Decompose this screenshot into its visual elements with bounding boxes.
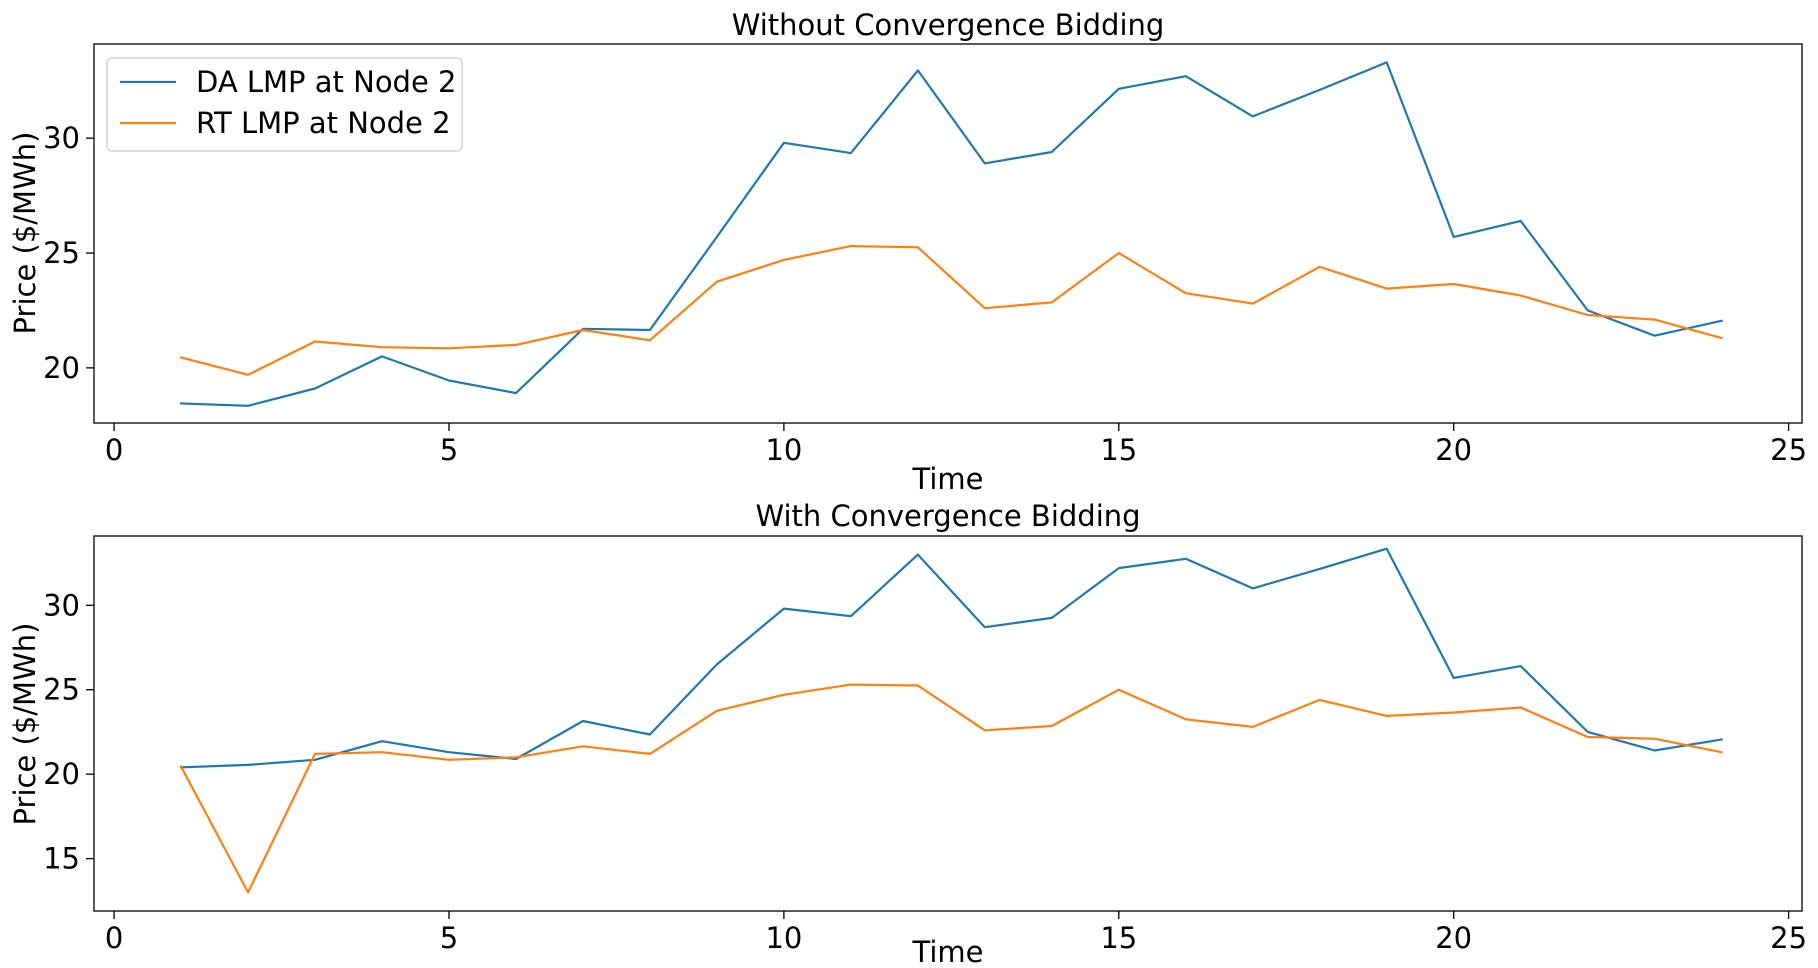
x-tick-label: 15 <box>1100 433 1137 467</box>
chart-with-convergence-bidding: With Convergence Bidding 0 5 10 15 20 25 15 20… <box>8 499 1807 968</box>
x-tick-label: 10 <box>765 921 802 955</box>
y-tick-label: 25 <box>43 673 80 707</box>
chart-title: With Convergence Bidding <box>755 499 1140 533</box>
y-axis-ticks: 15 20 25 30 <box>43 588 94 876</box>
x-axis-label: Time <box>912 935 984 968</box>
x-tick-label: 5 <box>440 921 458 955</box>
y-tick-label: 30 <box>43 588 80 622</box>
series-line-rt-lmp <box>179 683 1723 894</box>
x-axis-ticks: 0 5 10 15 20 25 <box>105 911 1807 955</box>
x-tick-label: 0 <box>105 433 123 467</box>
series-lines <box>179 61 1723 407</box>
y-tick-label: 30 <box>43 121 80 155</box>
x-tick-label: 10 <box>765 433 802 467</box>
x-tick-label: 25 <box>1770 921 1807 955</box>
chart-title: Without Convergence Bidding <box>732 8 1165 42</box>
y-axis-label: Price ($/MWh) <box>8 132 42 335</box>
legend-box <box>106 57 463 152</box>
x-tick-label: 25 <box>1770 433 1807 467</box>
chart-without-convergence-bidding: Without Convergence Bidding 0 5 10 15 20 25 2… <box>8 8 1807 496</box>
legend: DA LMP at Node 2 RT LMP at Node 2 <box>106 57 463 152</box>
y-axis-label: Price ($/MWh) <box>8 623 42 826</box>
plot-area-frame <box>93 43 1803 424</box>
y-axis-ticks: 20 25 30 <box>43 121 94 385</box>
x-tick-label: 5 <box>440 433 458 467</box>
series-line-da-lmp <box>179 61 1723 407</box>
plot-area-frame <box>93 535 1803 912</box>
series-lines <box>179 547 1723 894</box>
y-tick-label: 25 <box>43 236 80 270</box>
series-line-rt-lmp <box>179 245 1723 376</box>
x-axis-ticks: 0 5 10 15 20 25 <box>105 423 1807 467</box>
x-tick-label: 20 <box>1435 921 1472 955</box>
y-tick-label: 20 <box>43 757 80 791</box>
y-tick-label: 20 <box>43 351 80 385</box>
x-tick-label: 20 <box>1435 433 1472 467</box>
series-line-da-lmp <box>179 547 1723 769</box>
y-tick-label: 15 <box>43 842 80 876</box>
x-tick-label: 15 <box>1100 921 1137 955</box>
x-axis-label: Time <box>912 462 984 496</box>
x-tick-label: 0 <box>105 921 123 955</box>
legend-label-da: DA LMP at Node 2 <box>196 65 456 99</box>
legend-label-rt: RT LMP at Node 2 <box>196 106 451 140</box>
